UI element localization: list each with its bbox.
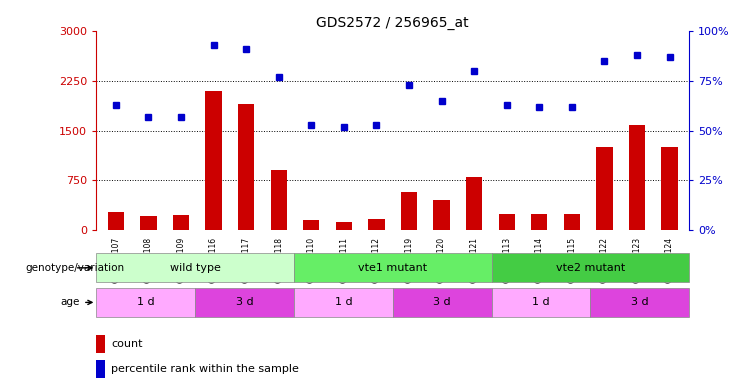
Bar — [107, 212, 124, 230]
Bar — [238, 104, 254, 230]
Bar — [491, 253, 689, 282]
Text: 3 d: 3 d — [236, 297, 253, 308]
Text: wild type: wild type — [170, 263, 221, 273]
Bar — [629, 125, 645, 230]
Title: GDS2572 / 256965_at: GDS2572 / 256965_at — [316, 16, 469, 30]
Bar — [294, 253, 491, 282]
Bar — [433, 200, 450, 230]
Bar — [303, 220, 319, 230]
Bar — [564, 214, 580, 230]
Text: 3 d: 3 d — [433, 297, 451, 308]
Bar — [270, 170, 287, 230]
Bar — [205, 91, 222, 230]
Text: vte2 mutant: vte2 mutant — [556, 263, 625, 273]
Bar — [173, 215, 189, 230]
Bar — [491, 288, 591, 317]
Text: age: age — [61, 297, 92, 308]
Bar — [393, 288, 491, 317]
Text: vte1 mutant: vte1 mutant — [358, 263, 428, 273]
Bar — [336, 222, 352, 230]
Bar — [597, 147, 613, 230]
Text: 1 d: 1 d — [532, 297, 550, 308]
Text: genotype/variation: genotype/variation — [25, 263, 124, 273]
Bar — [140, 216, 156, 230]
Text: count: count — [111, 339, 143, 349]
Bar — [591, 288, 689, 317]
Bar — [195, 288, 294, 317]
Bar — [294, 288, 393, 317]
Bar — [96, 335, 105, 353]
Bar — [499, 214, 515, 230]
Bar — [466, 177, 482, 230]
Text: 3 d: 3 d — [631, 297, 648, 308]
Bar — [96, 253, 294, 282]
Text: percentile rank within the sample: percentile rank within the sample — [111, 364, 299, 374]
Text: 1 d: 1 d — [137, 297, 155, 308]
Bar — [531, 214, 548, 230]
Bar — [96, 288, 195, 317]
Bar — [368, 219, 385, 230]
Bar — [401, 192, 417, 230]
Text: 1 d: 1 d — [334, 297, 352, 308]
Bar — [96, 360, 105, 378]
Bar — [662, 147, 678, 230]
